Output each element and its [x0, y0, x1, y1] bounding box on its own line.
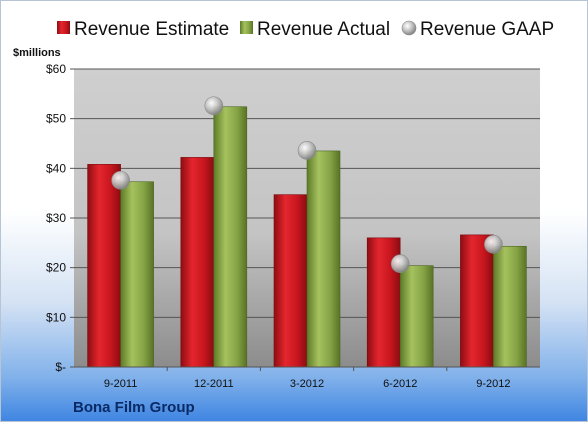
bar-revenue-actual-12-2011 — [213, 106, 248, 368]
legend-swatch-revenue-estimate — [57, 21, 70, 34]
marker-revenue-gaap-3-2012 — [297, 141, 317, 160]
bar-revenue-estimate-3-2012 — [273, 194, 308, 368]
gaap-markers — [111, 96, 503, 273]
y-tick-label-40: $40 — [46, 161, 66, 175]
marker-revenue-gaap-6-2012 — [390, 254, 410, 273]
y-tick-label-0: $- — [55, 360, 66, 374]
legend: Revenue Estimate Revenue Actual Revenue … — [57, 19, 554, 40]
legend-label-revenue-gaap: Revenue GAAP — [420, 19, 554, 40]
x-tick-label-3-2012: 3-2012 — [290, 378, 324, 390]
bar-revenue-estimate-9-2011 — [87, 164, 121, 368]
marker-revenue-gaap-9-2012 — [484, 235, 503, 254]
bar-revenue-actual-3-2012 — [306, 150, 341, 368]
bar-revenue-estimate-9-2012 — [460, 234, 494, 368]
y-tick-label-20: $20 — [46, 261, 66, 275]
legend-swatch-revenue-actual — [240, 21, 253, 34]
company-name: Bona Film Group — [73, 399, 195, 416]
legend-label-revenue-estimate: Revenue Estimate — [74, 19, 229, 40]
x-tick-label-9-2012: 9-2012 — [476, 378, 510, 390]
legend-label-revenue-actual: Revenue Actual — [257, 19, 390, 40]
legend-swatch-revenue-gaap — [401, 20, 417, 36]
bars — [87, 106, 527, 368]
marker-revenue-gaap-9-2011 — [111, 170, 130, 190]
y-axis-ticks: $- $10 $20 $30 $40 $50 $60 — [46, 62, 74, 374]
bar-revenue-actual-6-2012 — [399, 265, 434, 368]
y-unit-label: $millions — [13, 47, 61, 59]
y-tick-label-60: $60 — [46, 62, 66, 76]
bar-revenue-actual-9-2012 — [493, 246, 527, 368]
bar-revenue-estimate-12-2011 — [180, 157, 215, 368]
marker-revenue-gaap-12-2011 — [204, 96, 224, 116]
bar-revenue-actual-9-2011 — [120, 181, 154, 368]
x-tick-label-12-2011: 12-2011 — [194, 378, 234, 390]
y-tick-label-50: $50 — [46, 112, 66, 126]
y-tick-label-30: $30 — [46, 211, 66, 225]
y-tick-label-10: $10 — [46, 310, 66, 324]
x-axis-ticks: 9-2011 12-2011 3-2012 6-2012 9-2012 — [104, 367, 511, 390]
x-tick-label-9-2011: 9-2011 — [104, 378, 137, 390]
x-tick-label-6-2012: 6-2012 — [383, 378, 417, 390]
